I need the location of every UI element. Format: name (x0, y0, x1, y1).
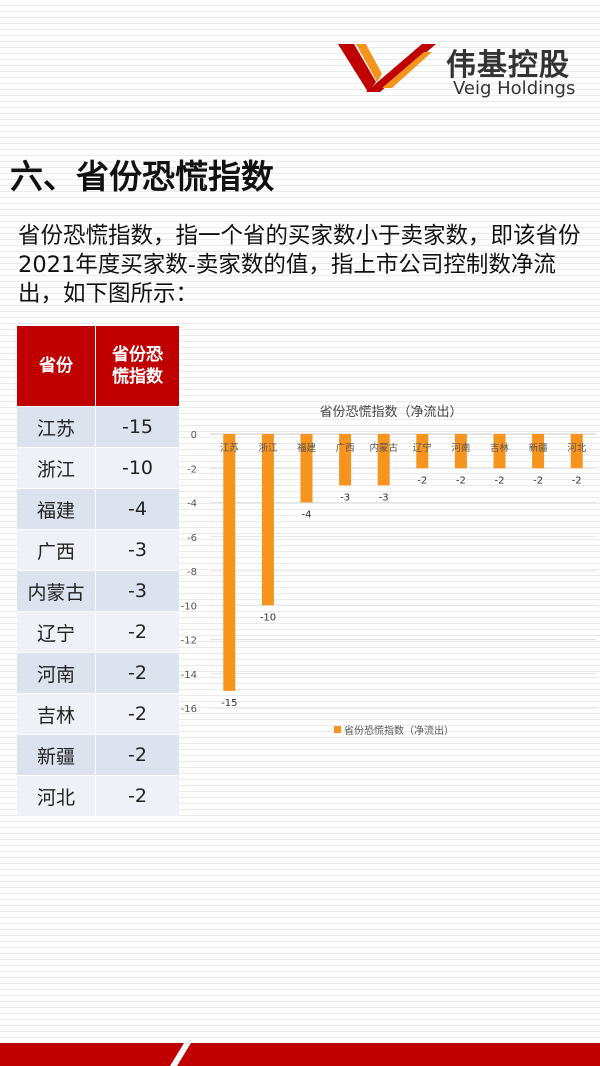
index-cell: -2 (95, 693, 179, 735)
company-logo: 伟基控股 Veig Holdings (336, 40, 586, 102)
x-tick-label: 福建 (297, 442, 317, 454)
y-tick-label: -4 (187, 499, 197, 510)
page-title: 六、省份恐慌指数 (10, 157, 274, 196)
data-label: -2 (495, 475, 505, 486)
brand-name-cn: 伟基控股 (446, 48, 570, 83)
index-cell: -2 (95, 611, 179, 653)
bar (570, 434, 583, 469)
y-tick-label: -10 (181, 601, 197, 612)
index-cell: -4 (95, 488, 179, 530)
province-cell: 江苏 (17, 406, 96, 448)
bar (261, 434, 274, 606)
index-cell: -3 (95, 529, 179, 571)
header-province-label: 省份 (39, 356, 73, 376)
panic-index-chart: 省份恐慌指数（净流出） 0 -2 -4 -6 -8 -10 -12 -14 -16 江苏 -15 浙… (181, 405, 596, 737)
bar (493, 434, 506, 469)
index-cell: -15 (95, 406, 179, 448)
y-tick-label: 0 (191, 430, 197, 441)
province-cell: 辽宁 (17, 611, 96, 653)
table-row: 广西 -3 (17, 529, 179, 571)
data-label: -4 (302, 510, 312, 521)
bar (377, 434, 390, 486)
table-row: 辽宁 -2 (17, 611, 179, 653)
legend-label: 省份恐慌指数（净流出） (344, 724, 454, 737)
data-label: -2 (572, 475, 582, 486)
x-tick-label: 江苏 (220, 442, 240, 454)
header-index-label: 省份恐慌指数 (112, 345, 163, 387)
legend-swatch (334, 726, 341, 733)
x-tick-label: 浙江 (258, 442, 278, 454)
data-label: -2 (417, 475, 427, 486)
intro-paragraph: 省份恐慌指数，指一个省的买家数小于卖家数，即该省份2021年度买家数-卖家数的值… (18, 223, 581, 307)
logo-mark-icon (338, 44, 436, 92)
index-cell: -10 (95, 447, 179, 489)
index-cell: -2 (95, 734, 179, 776)
data-label: -2 (456, 475, 466, 486)
province-table: 省份 省份恐慌指数 江苏 -15 浙江 -10 福建 -4 广西 -3 内蒙古 -3 辽宁… (17, 326, 179, 816)
table-row: 福建 -4 (17, 488, 179, 530)
table-row: 浙江 -10 (17, 447, 179, 489)
province-cell: 福建 (17, 488, 96, 530)
y-tick-label: -2 (187, 464, 197, 475)
province-cell: 广西 (17, 529, 96, 571)
x-tick-label: 河南 (451, 442, 470, 454)
x-tick-label: 吉林 (490, 442, 510, 454)
header-index: 省份恐慌指数 (95, 326, 179, 407)
x-tick-label: 河北 (567, 442, 587, 454)
bar (454, 434, 467, 469)
bar (223, 434, 236, 691)
x-tick-label: 广西 (336, 442, 355, 454)
data-label: -15 (221, 698, 237, 709)
province-cell: 内蒙古 (17, 570, 96, 612)
table-row: 河北 -2 (17, 775, 179, 816)
table-row: 江苏 -15 (17, 406, 179, 448)
brand-name-en: Veig Holdings (453, 78, 576, 99)
table-row: 吉林 -2 (17, 693, 179, 735)
table-row: 内蒙古 -3 (17, 570, 179, 612)
footer-bar (0, 1043, 600, 1066)
bar (532, 434, 545, 469)
x-tick-label: 新疆 (529, 442, 549, 454)
chart-title: 省份恐慌指数（净流出） (319, 405, 462, 420)
y-tick-label: -6 (187, 533, 197, 544)
province-cell: 河南 (17, 652, 96, 694)
index-cell: -2 (95, 775, 179, 816)
header-province: 省份 (17, 326, 96, 407)
data-label: -10 (260, 612, 276, 623)
bar (416, 434, 429, 469)
province-cell: 新疆 (17, 734, 96, 776)
x-tick-label: 内蒙古 (369, 442, 398, 454)
y-tick-label: -12 (181, 636, 197, 647)
data-label: -2 (533, 475, 543, 486)
table-row: 新疆 -2 (17, 734, 179, 776)
table-row: 河南 -2 (17, 652, 179, 694)
y-tick-label: -14 (181, 670, 197, 681)
province-cell: 浙江 (17, 447, 96, 489)
province-cell: 吉林 (17, 693, 96, 735)
x-tick-label: 辽宁 (413, 442, 432, 454)
y-tick-label: -16 (181, 704, 197, 715)
index-cell: -3 (95, 570, 179, 612)
data-label: -3 (340, 492, 350, 503)
province-cell: 河北 (17, 775, 96, 816)
index-cell: -2 (95, 652, 179, 694)
data-label: -3 (379, 492, 389, 503)
y-tick-label: -8 (187, 567, 197, 578)
bar (339, 434, 352, 486)
bar (300, 434, 313, 503)
